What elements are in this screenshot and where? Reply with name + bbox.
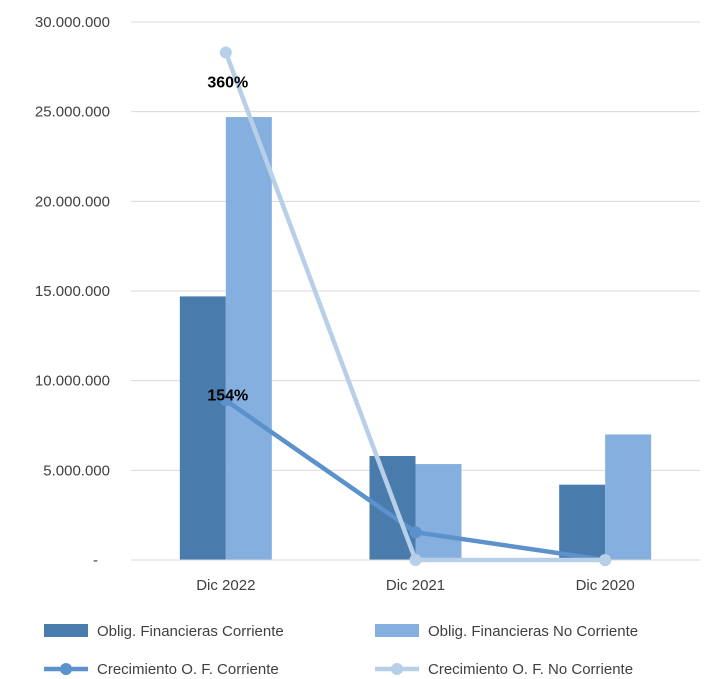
bar — [225, 117, 272, 561]
legend-swatch — [44, 624, 88, 637]
data-label: 154% — [207, 387, 248, 404]
bar — [605, 434, 652, 560]
y-tick-label: 25.000.000 — [35, 104, 110, 121]
data-label: 360% — [207, 74, 248, 91]
bar — [559, 484, 606, 560]
bar — [415, 464, 462, 560]
series-point — [409, 526, 422, 539]
y-tick-label: 10.000.000 — [35, 373, 110, 390]
legend-swatch — [375, 624, 419, 637]
data-labels: 360% 154% — [207, 74, 248, 404]
y-axis-tick-labels: - 5.000.000 10.000.000 15.000.000 20.000.000… — [35, 14, 110, 569]
legend-label: Crecimiento O. F. No Corriente — [428, 661, 633, 678]
series-point — [599, 554, 612, 566]
series-point — [219, 46, 232, 59]
y-tick-label: 5.000.000 — [43, 462, 110, 479]
legend-label: Oblig. Financieras Corriente — [97, 623, 284, 640]
series-point — [409, 554, 422, 566]
series-point — [219, 394, 232, 407]
legend-marker — [391, 663, 403, 675]
x-tick-label: Dic 2022 — [196, 577, 255, 594]
x-tick-label: Dic 2021 — [386, 577, 445, 594]
bar — [179, 296, 226, 560]
legend-label: Crecimiento O. F. Corriente — [97, 661, 279, 678]
y-tick-label: - — [93, 552, 98, 569]
y-tick-label: 20.000.000 — [35, 193, 110, 210]
series-lines — [219, 46, 612, 566]
legend-label: Oblig. Financieras No Corriente — [428, 623, 638, 640]
legend: Oblig. Financieras Corriente Oblig. Finan… — [44, 623, 638, 678]
y-tick-label: 30.000.000 — [35, 14, 110, 31]
x-tick-label: Dic 2020 — [576, 577, 635, 594]
legend-marker — [60, 663, 72, 675]
y-tick-label: 15.000.000 — [35, 283, 110, 300]
bars — [179, 117, 652, 561]
